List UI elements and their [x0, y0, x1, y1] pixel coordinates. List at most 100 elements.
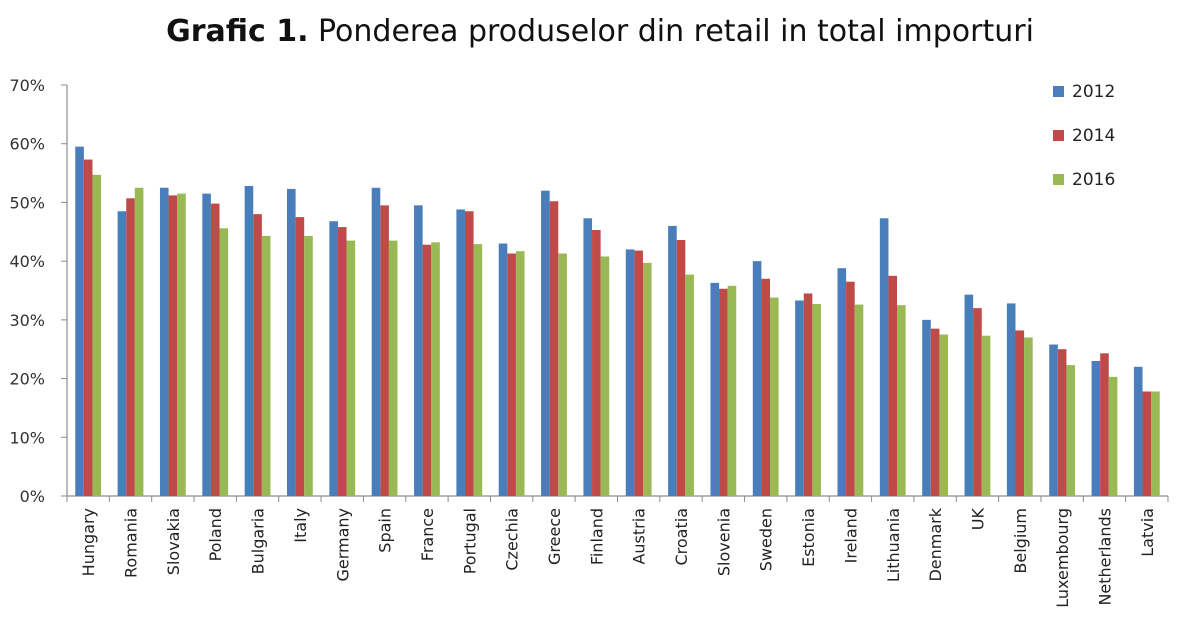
y-tick-label: 20%	[9, 370, 45, 389]
legend-swatch-2016	[1053, 174, 1064, 185]
bar-2016-netherlands	[1108, 376, 1118, 496]
axes-layer: 0% 10% 20% 30% 40% 50% 60% 70%	[9, 76, 1169, 506]
category-label: Bulgaria	[249, 508, 268, 574]
bar-2016-croatia	[685, 274, 694, 496]
bar-2016-uk	[981, 335, 991, 496]
bar-2014-bulgaria	[253, 214, 262, 497]
category-label: Estonia	[799, 508, 818, 567]
legend-label-2016: 2016	[1072, 170, 1115, 190]
category-labels: Hungary Romania Slovakia Poland Bulgaria Ital…	[79, 507, 1157, 607]
bar-2016-luxembourg	[1066, 365, 1076, 496]
bar-2016-spain	[388, 240, 398, 496]
bar-2014-slovenia	[719, 288, 728, 496]
legend: 2012 2014 2016	[1053, 82, 1115, 190]
category-label: Germany	[333, 508, 352, 582]
bar-2014-uk	[973, 308, 982, 496]
category-label: Denmark	[926, 507, 945, 581]
bar-2012-croatia	[668, 225, 677, 496]
category-label: Slovakia	[164, 508, 183, 575]
bar-2012-greece	[541, 190, 550, 496]
bar-2014-belgium	[1015, 330, 1025, 496]
category-label: Netherlands	[1095, 508, 1114, 606]
category-label: Finland	[587, 508, 606, 565]
bar-2012-estonia	[795, 300, 804, 496]
bar-2012-portugal	[456, 209, 465, 496]
y-tick-label: 70%	[9, 76, 45, 95]
bar-2016-romania	[134, 187, 144, 496]
bar-2016-greece	[558, 253, 567, 496]
bar-2016-poland	[219, 228, 229, 496]
category-label: Slovenia	[714, 508, 733, 576]
category-label: Poland	[206, 508, 225, 561]
bar-2014-austria	[634, 250, 643, 496]
chart-title-text: Ponderea produselor din retail in total …	[318, 14, 1034, 49]
bar-2014-slovakia	[168, 195, 178, 496]
category-label: Sweden	[757, 508, 776, 571]
chart-title-bold: Grafic 1.	[166, 14, 309, 49]
bar-2012-austria	[625, 249, 635, 496]
bar-2014-czechia	[507, 253, 516, 496]
bar-2016-slovakia	[177, 193, 186, 496]
category-label: Ireland	[841, 508, 860, 563]
bar-2014-france	[422, 244, 432, 496]
legend-swatch-2012	[1053, 86, 1064, 97]
bar-2014-croatia	[676, 240, 686, 496]
bar-2016-portugal	[473, 244, 483, 496]
category-label: Luxembourg	[1053, 508, 1072, 608]
bar-2016-estonia	[812, 304, 821, 496]
bar-2012-slovakia	[159, 187, 169, 496]
y-tick-label: 10%	[9, 428, 45, 447]
bar-2012-slovenia	[710, 282, 720, 496]
bar-2016-germany	[346, 240, 356, 496]
bar-2016-austria	[642, 262, 652, 496]
bar-2014-latvia	[1142, 391, 1152, 496]
bar-2016-lithuania	[897, 305, 906, 496]
bar-2012-netherlands	[1091, 360, 1101, 496]
bar-2014-germany	[337, 227, 347, 496]
bar-2012-hungary	[75, 146, 84, 496]
bar-2016-denmark	[939, 334, 948, 496]
category-label: Greece	[545, 508, 564, 565]
legend-swatch-2014	[1053, 130, 1064, 141]
legend-label-2012: 2012	[1072, 82, 1115, 102]
bars-layer	[75, 146, 1160, 497]
bar-2014-ireland	[846, 281, 855, 496]
bar-2014-spain	[380, 205, 389, 497]
bar-2014-greece	[549, 201, 559, 496]
category-label: France	[418, 508, 437, 561]
bar-2012-spain	[371, 187, 381, 496]
bar-2012-belgium	[1006, 303, 1016, 496]
bar-2012-lithuania	[879, 218, 889, 496]
category-label: Latvia	[1138, 508, 1157, 557]
bar-2016-belgium	[1024, 337, 1033, 496]
bar-2012-germany	[329, 221, 338, 496]
bar-2016-bulgaria	[261, 235, 271, 496]
category-label: Italy	[291, 508, 310, 543]
bar-2014-lithuania	[888, 275, 898, 496]
bar-2012-ireland	[837, 268, 847, 496]
bar-2016-slovenia	[727, 285, 737, 496]
bar-2016-hungary	[92, 174, 102, 496]
bar-2012-czechia	[498, 243, 508, 496]
bar-2014-estonia	[803, 293, 813, 496]
y-tick-label: 60%	[9, 135, 45, 154]
bar-2012-poland	[202, 193, 211, 496]
bar-2014-finland	[592, 230, 601, 496]
category-label: Hungary	[79, 508, 98, 576]
bar-2012-latvia	[1133, 366, 1143, 496]
bar-2012-sweden	[752, 261, 762, 496]
bar-2016-italy	[304, 235, 313, 496]
bar-2014-italy	[295, 217, 305, 497]
bar-2014-netherlands	[1100, 353, 1109, 496]
bar-2012-denmark	[922, 319, 931, 496]
category-label: Spain	[376, 508, 395, 553]
category-label: Lithuania	[884, 508, 903, 582]
bar-2014-poland	[210, 203, 220, 496]
bar-2012-finland	[583, 218, 593, 496]
bar-2014-portugal	[464, 211, 474, 497]
y-tick-label: 30%	[9, 311, 45, 330]
chart-title: Grafic 1. Ponderea produselor din retail…	[0, 14, 1200, 49]
bar-2014-hungary	[83, 159, 93, 496]
category-label: Czechia	[503, 508, 522, 571]
